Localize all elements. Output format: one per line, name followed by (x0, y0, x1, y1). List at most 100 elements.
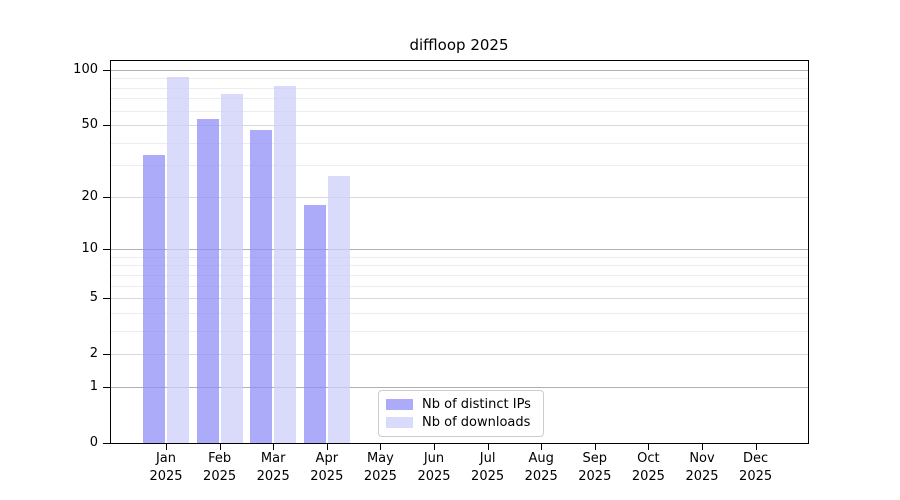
y-tick-label: 10 (81, 241, 98, 257)
legend-label-distinct-ips: Nb of distinct IPs (422, 396, 531, 412)
x-tick-mark (487, 443, 489, 450)
major-gridline (110, 196, 808, 198)
y-tick-label: 1 (89, 378, 98, 394)
minor-gridline (110, 165, 808, 167)
x-tick-month: Jul (479, 451, 496, 466)
x-tick-year: 2025 (739, 469, 773, 484)
x-tick-mark (594, 443, 596, 450)
x-tick-mark (755, 443, 757, 450)
x-tick-month: Nov (689, 451, 715, 466)
major-gridline (110, 249, 808, 251)
major-gridline (110, 298, 808, 300)
bar-downloads-apr (327, 176, 350, 443)
minor-gridline (110, 256, 808, 258)
x-tick-month: Oct (637, 451, 660, 466)
x-tick-mark (702, 443, 703, 450)
bar-distinct-ips-feb (196, 118, 219, 443)
y-tick-label: 5 (89, 290, 98, 306)
x-tick-year: 2025 (363, 469, 397, 484)
y-tick-mark (103, 386, 110, 388)
plot-border-right (808, 60, 809, 444)
legend-item-distinct-ips: Nb of distinct IPs (386, 397, 536, 412)
legend-label-downloads: Nb of downloads (422, 415, 531, 431)
legend-swatch-downloads (386, 417, 413, 429)
plot-border-top (110, 60, 809, 61)
x-tick-year: 2025 (631, 469, 665, 484)
x-tick-mark (219, 443, 221, 450)
legend-item-downloads: Nb of downloads (386, 415, 536, 430)
major-gridline (110, 125, 808, 127)
minor-gridline (110, 330, 808, 332)
legend: Nb of distinct IPs Nb of downloads (378, 390, 544, 437)
x-tick-month: Jan (155, 451, 177, 466)
x-tick-mark (648, 443, 650, 450)
bar-distinct-ips-jan (143, 155, 165, 443)
minor-gridline (110, 87, 808, 89)
y-tick-mark (103, 298, 110, 300)
minor-gridline (110, 274, 808, 276)
bar-distinct-ips-apr (303, 204, 326, 443)
y-tick-mark (103, 69, 110, 71)
x-tick-label: Jan 2025 (136, 450, 196, 486)
bar-downloads-mar (274, 85, 297, 443)
x-tick-label: May 2025 (350, 450, 410, 486)
y-tick-label: 50 (81, 117, 98, 133)
minor-gridline (110, 142, 808, 144)
y-tick-mark (103, 125, 110, 127)
x-tick-month: Sep (582, 451, 608, 466)
x-tick-label: Mar 2025 (243, 450, 303, 486)
x-tick-mark (166, 443, 167, 450)
x-tick-mark (326, 443, 328, 450)
x-tick-label: Aug 2025 (511, 450, 571, 486)
bar-downloads-feb (220, 93, 243, 443)
x-tick-month: May (366, 451, 394, 466)
x-tick-month: Feb (208, 451, 232, 466)
bar-distinct-ips-mar (250, 129, 273, 443)
x-tick-label: Apr 2025 (297, 450, 357, 486)
major-gridline (110, 69, 808, 71)
x-tick-year: 2025 (524, 469, 558, 484)
y-tick-label: 2 (89, 346, 98, 362)
major-gridline (110, 354, 808, 356)
minor-gridline (110, 265, 808, 267)
y-tick-mark (103, 196, 110, 198)
plot-area (110, 60, 808, 443)
major-gridline (110, 386, 808, 388)
x-tick-month: Mar (260, 451, 286, 466)
x-tick-year: 2025 (256, 469, 290, 484)
x-tick-year: 2025 (417, 469, 451, 484)
y-tick-mark (103, 354, 110, 356)
x-tick-label: Oct 2025 (618, 450, 678, 486)
x-tick-month: Apr (315, 451, 339, 466)
x-tick-year: 2025 (149, 469, 183, 484)
x-tick-label: Jul 2025 (458, 450, 518, 486)
y-tick-mark (103, 443, 110, 444)
x-tick-year: 2025 (471, 469, 505, 484)
x-tick-mark (541, 443, 543, 450)
minor-gridline (110, 312, 808, 314)
x-tick-month: Jun (423, 451, 445, 466)
y-tick-label: 20 (81, 188, 98, 204)
x-tick-mark (434, 443, 435, 450)
x-tick-label: Sep 2025 (565, 450, 625, 486)
x-tick-year: 2025 (203, 469, 237, 484)
x-tick-year: 2025 (685, 469, 719, 484)
minor-gridline (110, 98, 808, 100)
chart-title: diffloop 2025 (409, 36, 509, 54)
x-tick-label: Jun 2025 (404, 450, 464, 486)
y-tick-label: 0 (89, 435, 98, 450)
x-tick-month: Aug (528, 451, 554, 466)
x-tick-month: Dec (743, 451, 769, 466)
x-tick-label: Dec 2025 (726, 450, 786, 486)
minor-gridline (110, 78, 808, 80)
y-axis-line (110, 60, 111, 444)
y-tick-label: 100 (73, 61, 98, 77)
minor-gridline (110, 285, 808, 287)
x-tick-year: 2025 (310, 469, 344, 484)
x-tick-label: Nov 2025 (672, 450, 732, 486)
y-tick-mark (103, 249, 110, 251)
bar-downloads-jan (167, 77, 189, 443)
minor-gridline (110, 110, 808, 112)
legend-swatch-distinct-ips (386, 398, 413, 410)
